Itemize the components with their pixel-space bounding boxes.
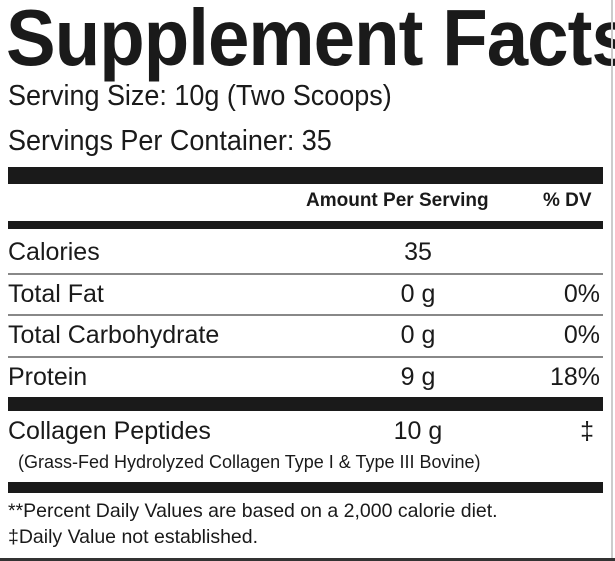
row-divider (8, 273, 603, 275)
row-collagen-peptides: Collagen Peptides 10 g ‡ (8, 411, 600, 451)
collagen-note: (Grass-Fed Hydrolyzed Collagen Type I & … (18, 452, 481, 472)
header-divider (8, 221, 603, 229)
row-amount: 10 g (393, 417, 443, 445)
thick-divider (8, 397, 603, 411)
row-label: Calories (8, 238, 100, 266)
row-dv: 18% (549, 363, 600, 391)
row-amount: 0 g (400, 321, 436, 349)
row-dv: 0% (563, 321, 600, 349)
header-amount: Amount Per Serving (306, 190, 489, 211)
header-dv: % DV (543, 190, 592, 211)
footnote-not-established: ‡Daily Value not established. (8, 526, 259, 548)
row-calories: Calories 35 (8, 232, 600, 272)
label-border-bottom (0, 558, 615, 561)
row-dv: ‡ (580, 417, 594, 445)
row-label: Protein (8, 363, 88, 391)
row-amount: 0 g (400, 280, 436, 308)
servings-per-container: Servings Per Container: 35 (8, 125, 332, 157)
row-amount: 35 (404, 238, 432, 266)
footnote-dv: **Percent Daily Values are based on a 2,… (8, 500, 498, 522)
serving-size: Serving Size: 10g (Two Scoops) (8, 80, 392, 112)
row-label: Total Carbohydrate (8, 321, 220, 349)
label-title: Supplement Facts (6, 0, 615, 82)
row-total-fat: Total Fat 0 g 0% (8, 274, 600, 314)
thick-divider (8, 167, 603, 184)
label-border-right (611, 0, 613, 561)
row-label: Total Fat (8, 280, 104, 308)
row-total-carbohydrate: Total Carbohydrate 0 g 0% (8, 315, 600, 355)
row-divider (8, 314, 603, 316)
row-dv: 0% (563, 280, 600, 308)
row-divider (8, 356, 603, 358)
row-label: Collagen Peptides (8, 417, 211, 445)
thick-divider (8, 482, 603, 493)
row-protein: Protein 9 g 18% (8, 357, 600, 397)
row-amount: 9 g (400, 363, 436, 391)
